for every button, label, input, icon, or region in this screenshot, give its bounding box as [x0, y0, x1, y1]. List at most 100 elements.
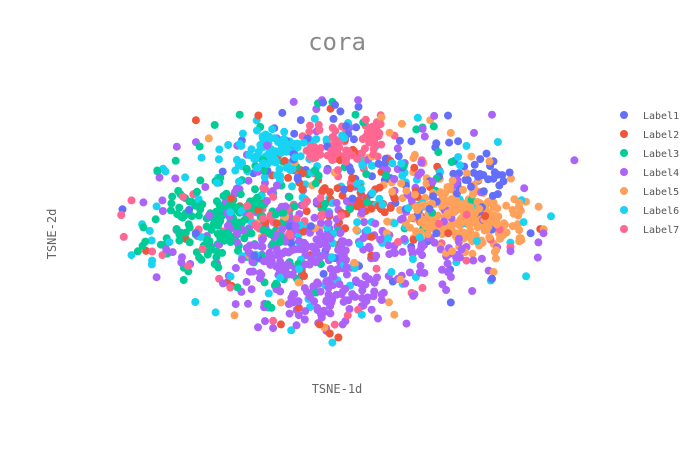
data-point-label4 — [338, 320, 347, 329]
data-point-label7 — [259, 184, 268, 193]
data-point-label1 — [425, 204, 434, 213]
data-point-label1 — [336, 107, 345, 116]
data-point-label3 — [195, 142, 204, 151]
data-point-label3 — [311, 179, 320, 188]
data-point-label5 — [473, 198, 482, 206]
data-point-label3 — [223, 229, 232, 237]
data-point-label6 — [237, 141, 246, 150]
data-point-label1 — [250, 251, 259, 260]
data-point-label4 — [152, 273, 161, 282]
legend-marker — [620, 130, 628, 138]
data-point-label4 — [219, 279, 227, 288]
data-point-label3 — [434, 148, 443, 157]
data-point-label3 — [263, 300, 272, 309]
data-point-label6 — [413, 113, 422, 122]
legend-item-label4[interactable]: Label4 — [620, 168, 679, 179]
data-point-label6 — [279, 135, 288, 144]
data-point-label6 — [328, 338, 337, 347]
data-point-label7 — [198, 245, 207, 253]
data-point-label7 — [330, 320, 339, 329]
data-point-label6 — [378, 200, 387, 209]
y-axis-label: TSNE-2d — [45, 209, 59, 260]
data-point-label3 — [266, 230, 275, 238]
data-point-label3 — [310, 166, 319, 175]
data-point-label4 — [276, 287, 285, 296]
legend-label: Label1 — [643, 111, 679, 122]
data-point-label4 — [336, 228, 345, 237]
data-point-label4 — [398, 247, 407, 256]
data-point-label4 — [477, 254, 486, 263]
data-point-label4 — [342, 263, 351, 272]
data-point-label1 — [348, 194, 357, 203]
data-point-label5 — [388, 187, 397, 196]
data-point-label3 — [218, 248, 227, 257]
data-point-label3 — [179, 276, 188, 284]
data-point-label4 — [338, 287, 347, 296]
data-point-label4 — [263, 141, 272, 150]
data-point-label2 — [390, 194, 399, 203]
data-point-label5 — [406, 223, 415, 232]
data-point-label5 — [390, 310, 399, 319]
data-point-label4 — [468, 287, 477, 295]
legend-label: Label6 — [643, 206, 679, 217]
data-point-label1 — [488, 191, 497, 200]
data-point-label5 — [467, 152, 476, 161]
data-point-label1 — [479, 187, 488, 196]
data-point-label1 — [454, 137, 463, 146]
data-point-label2 — [367, 204, 376, 213]
legend-item-label3[interactable]: Label3 — [620, 149, 679, 160]
data-point-label7 — [292, 214, 301, 223]
data-point-label3 — [167, 199, 176, 208]
data-point-label4 — [342, 270, 351, 279]
data-point-label3 — [205, 237, 214, 246]
data-point-label5 — [473, 223, 482, 232]
data-point-label2 — [284, 173, 293, 182]
data-point-label5 — [204, 134, 213, 143]
legend-item-label1[interactable]: Label1 — [620, 111, 679, 122]
data-point-label4 — [269, 324, 278, 333]
legend-item-label2[interactable]: Label2 — [620, 130, 679, 141]
data-point-label2 — [318, 187, 327, 196]
data-point-label3 — [321, 199, 329, 208]
data-point-label4 — [316, 287, 325, 296]
data-point-label7 — [269, 192, 278, 201]
data-point-label4 — [371, 219, 380, 228]
data-point-label4 — [506, 247, 515, 256]
data-point-label1 — [505, 168, 514, 177]
chart-title: cora — [308, 28, 366, 56]
data-point-label1 — [526, 229, 535, 238]
data-point-label4 — [442, 286, 451, 294]
data-point-label7 — [303, 197, 311, 206]
data-point-label6 — [280, 127, 289, 136]
data-point-label6 — [312, 135, 321, 144]
data-point-label7 — [269, 316, 278, 325]
data-point-label4 — [295, 236, 304, 245]
data-point-label7 — [302, 146, 311, 155]
data-point-label7 — [309, 147, 318, 156]
legend-item-label5[interactable]: Label5 — [620, 187, 679, 198]
data-point-label5 — [407, 213, 416, 222]
data-point-label7 — [376, 120, 385, 129]
data-point-label6 — [286, 166, 295, 175]
data-point-label2 — [254, 206, 263, 215]
legend-item-label7[interactable]: Label7 — [620, 225, 679, 236]
data-point-label4 — [377, 296, 386, 305]
data-point-label6 — [404, 204, 413, 213]
data-point-label3 — [185, 238, 194, 247]
data-point-label7 — [361, 144, 369, 153]
data-point-label4 — [317, 313, 326, 322]
data-point-label5 — [468, 249, 477, 258]
legend-item-label6[interactable]: Label6 — [620, 206, 679, 217]
data-point-label5 — [502, 228, 511, 237]
data-point-label6 — [264, 289, 273, 298]
data-point-label4 — [367, 305, 376, 314]
data-point-label7 — [119, 232, 128, 241]
data-point-label2 — [299, 227, 308, 236]
data-point-label7 — [148, 247, 157, 256]
data-point-label7 — [317, 212, 326, 221]
data-point-label6 — [367, 161, 376, 170]
data-point-label4 — [326, 302, 335, 311]
data-point-label4 — [308, 242, 317, 251]
data-point-label5 — [383, 217, 392, 226]
data-point-label3 — [194, 211, 203, 220]
